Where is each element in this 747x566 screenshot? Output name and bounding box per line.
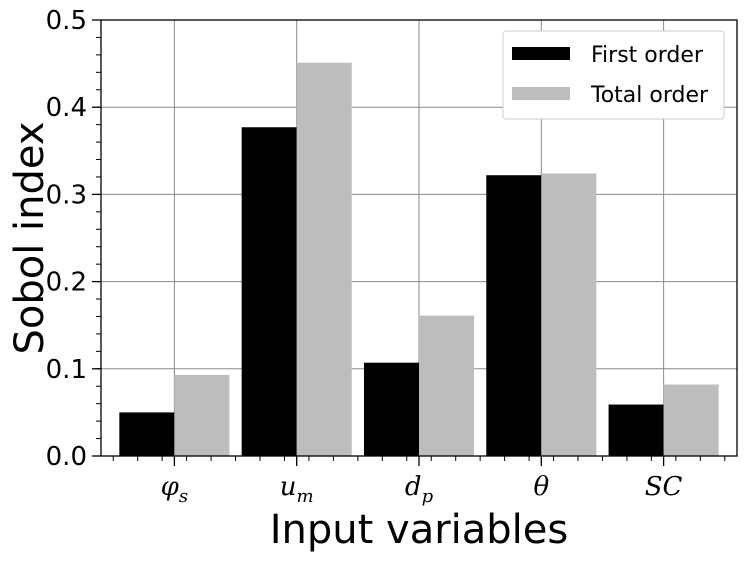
bar-total-order xyxy=(419,315,475,456)
bars xyxy=(119,62,719,457)
x-tick-label: dp xyxy=(405,472,434,507)
bar-first-order xyxy=(486,175,542,456)
y-tick-label: 0.2 xyxy=(46,268,87,298)
x-tick-label-subscript: m xyxy=(297,486,314,507)
bar-first-order xyxy=(241,127,297,457)
bar-total-order xyxy=(541,173,597,457)
x-tick-label: φs xyxy=(161,472,188,507)
y-tick-label: 0.1 xyxy=(46,355,87,385)
legend: First order Total order xyxy=(502,30,725,120)
bar-first-order xyxy=(119,412,175,456)
x-tick-label-base: u xyxy=(280,472,297,502)
x-tick-label-base: φ xyxy=(161,472,180,502)
y-tick-label: 0.4 xyxy=(46,93,87,123)
x-tick-label-subscript: p xyxy=(422,486,434,507)
bar-total-order xyxy=(296,62,352,457)
legend-label-first-order: First order xyxy=(591,43,704,68)
x-tick-label: um xyxy=(280,472,314,507)
x-axis-title: Input variables xyxy=(270,507,569,553)
legend-swatch-total-order xyxy=(512,87,570,100)
x-tick-label-subscript: s xyxy=(179,486,188,507)
y-tick-label: 0.5 xyxy=(46,6,87,36)
y-tick-label: 0.0 xyxy=(46,442,87,472)
x-tick-label-base: θ xyxy=(533,472,549,502)
x-tick-label: SC xyxy=(645,472,683,502)
legend-swatch-first-order xyxy=(512,47,570,60)
legend-label-total-order: Total order xyxy=(590,83,709,108)
tick-labels: 0.0 0.1 0.2 0.3 0.4 0.5 φs um dp θ SC xyxy=(46,6,683,507)
bar-total-order xyxy=(174,374,230,456)
x-tick-label-base: d xyxy=(405,472,422,502)
y-tick-label: 0.3 xyxy=(46,180,87,210)
bar-total-order xyxy=(663,384,719,456)
y-axis-title: Sobol index xyxy=(7,122,53,355)
bar-first-order xyxy=(363,362,419,456)
bar-first-order xyxy=(608,404,664,456)
x-tick-label-base: SC xyxy=(645,472,683,502)
x-tick-label: θ xyxy=(533,472,549,502)
ticks xyxy=(92,19,726,466)
